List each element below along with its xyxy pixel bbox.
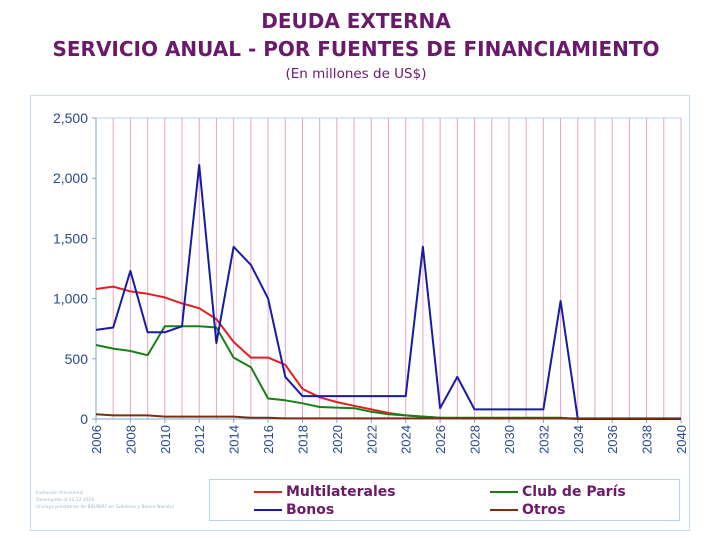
legend-item-multilaterales: Multilaterales <box>254 483 396 501</box>
x-tick-label: 2018 <box>295 425 310 454</box>
x-tick-label: 2030 <box>502 425 517 454</box>
y-tick-label: 500 <box>65 351 89 367</box>
y-tick-label: 1,500 <box>53 230 88 246</box>
x-tick-label: 2026 <box>433 425 448 454</box>
legend-label: Multilaterales <box>286 484 396 500</box>
y-tick-label: 0 <box>80 411 88 427</box>
x-tick-label: 2022 <box>364 425 379 454</box>
legend-label: Club de París <box>522 484 626 500</box>
x-tick-label: 2038 <box>640 425 655 454</box>
legend-swatch <box>490 509 518 511</box>
chart-title-line2: SERVICIO ANUAL - POR FUENTES DE FINANCIA… <box>52 37 660 61</box>
y-tick-label: 1,000 <box>53 291 88 307</box>
x-tick-label: 2010 <box>158 425 173 454</box>
legend-swatch <box>490 491 518 493</box>
legend-item-club-de-paris: Club de París <box>490 483 626 501</box>
x-tick-label: 2020 <box>330 425 345 454</box>
x-tick-label: 2012 <box>192 425 207 454</box>
x-tick-label: 2032 <box>536 425 551 454</box>
footnote: Evolución Previsional Devengado al 31.12… <box>36 490 196 511</box>
y-tick-label: 2,000 <box>53 170 88 186</box>
chart-title-line1: DEUDA EXTERNA <box>261 9 451 33</box>
chart-frame <box>30 95 690 531</box>
x-tick-label: 2006 <box>89 425 104 454</box>
x-tick-label: 2024 <box>399 425 414 454</box>
series-line-otros <box>95 413 681 420</box>
x-tick-label: 2014 <box>227 425 242 454</box>
legend-item-bonos: Bonos <box>254 501 334 519</box>
x-tick-label: 2034 <box>571 425 586 454</box>
x-tick-label: 2028 <box>468 425 483 454</box>
chart-subtitle: (En millones de US$) <box>285 66 427 82</box>
footnote-line: (incluye préstamos de BID/BIRF en Gobier… <box>36 505 175 510</box>
x-tick-label: 2040 <box>674 425 689 454</box>
footnote-line: Evolución Previsional <box>36 491 84 496</box>
legend-swatch <box>254 491 282 493</box>
x-tick-label: 2016 <box>261 425 276 454</box>
legend-label: Otros <box>522 502 566 518</box>
legend-label: Bonos <box>286 502 335 518</box>
x-tick-label: 2008 <box>123 425 138 454</box>
y-tick-label: 2,500 <box>53 110 88 126</box>
footnote-line: Devengado al 31.12.2020 <box>36 498 95 503</box>
legend-item-otros: Otros <box>490 501 565 519</box>
chart-legend: Multilaterales Club de París Bonos Otros <box>209 479 680 521</box>
x-tick-label: 2036 <box>605 425 620 454</box>
legend-swatch <box>254 509 282 511</box>
